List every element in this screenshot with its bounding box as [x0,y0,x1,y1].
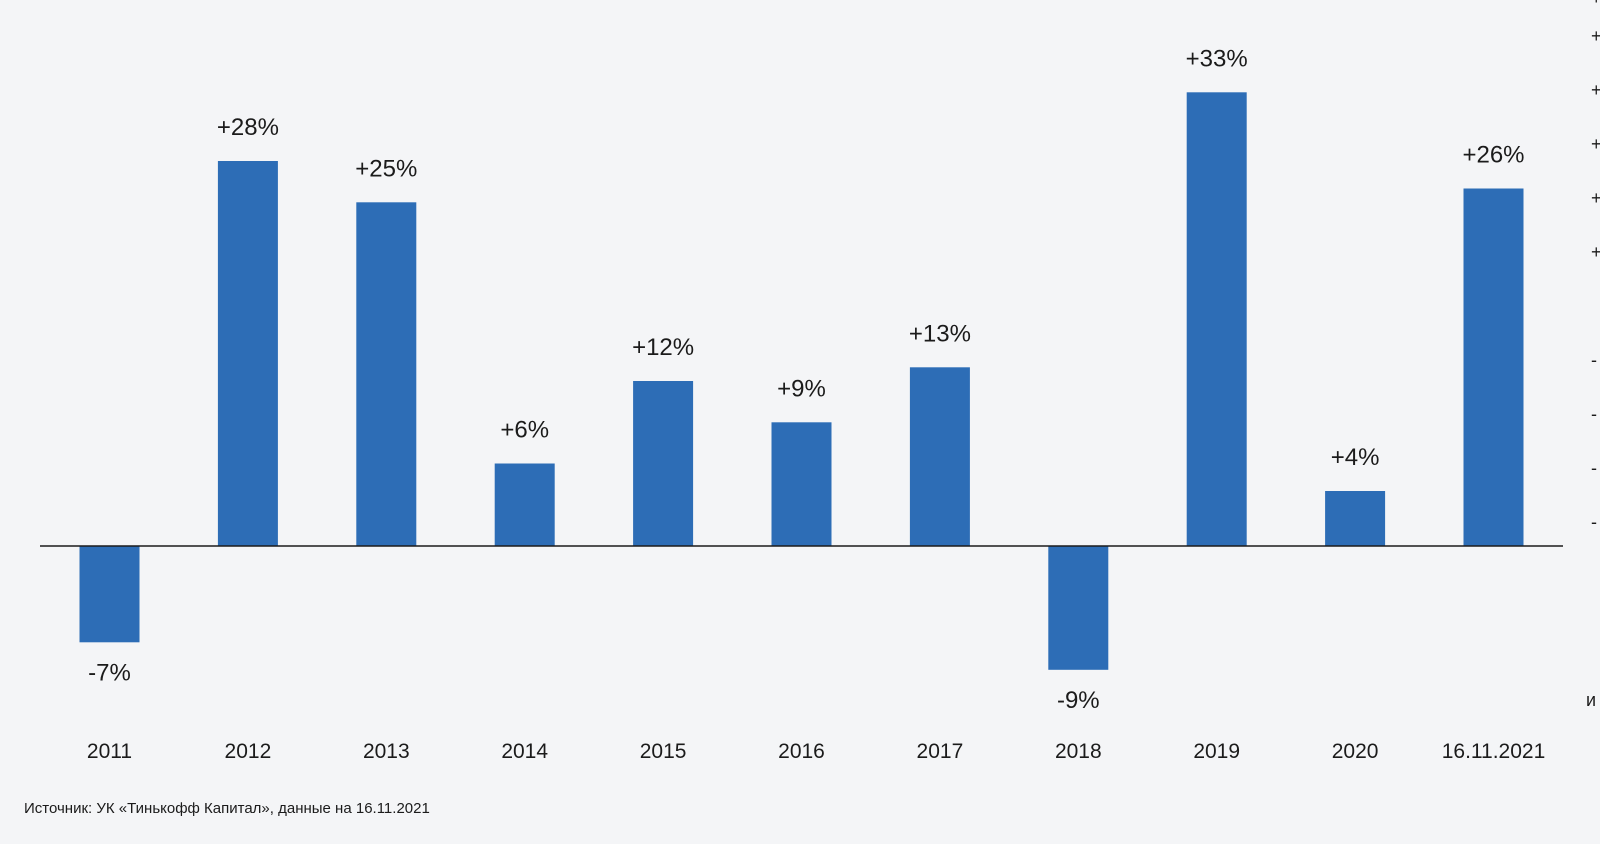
x-tick-label: 16.11.2021 [1442,740,1546,763]
value-labels-layer: -7% +28% +25% +6% +12% +9% +13% -9% +33% +4% +26% [88,45,1524,714]
value-label-2020: +4% [1331,444,1380,471]
source-note: Источник: УК «Тинькофф Капитал», данные … [24,800,430,817]
x-tick-label: 2017 [917,740,964,763]
bar-2017 [909,367,970,547]
x-tick-label: 2018 [1055,740,1102,763]
value-label-2017: +13% [909,320,971,347]
bar-2011 [79,546,140,643]
edge-mark: - [1591,404,1597,424]
bar-2016 [771,422,832,547]
edge-mark: и [1586,690,1596,710]
value-label-2014: +6% [500,417,549,444]
x-tick-label: 2016 [778,740,825,763]
bar-2018 [1048,546,1109,670]
edge-mark: + [1591,80,1600,100]
value-label-16.11.2021: +26% [1462,142,1524,169]
edge-mark: - [1591,350,1597,370]
bar-2019 [1186,92,1247,547]
value-label-2012: +28% [217,114,279,141]
cropped-edge-marks: + + + + + + - - - - и [1586,0,1600,710]
x-tick-label: 2012 [225,740,272,763]
bar-2012 [217,161,278,546]
edge-mark: + [1591,0,1600,8]
value-label-2015: +12% [632,334,694,361]
bar-2014 [494,463,555,546]
edge-mark: - [1591,458,1597,478]
edge-mark: - [1591,512,1597,532]
edge-mark: + [1591,242,1600,262]
value-label-2013: +25% [355,155,417,182]
bars-layer [79,92,1524,670]
x-tick-label: 2014 [501,740,548,763]
bar-16.11.2021 [1463,188,1524,546]
x-tick-label: 2019 [1193,740,1240,763]
edge-mark: + [1591,26,1600,46]
bar-2020 [1325,491,1386,546]
x-tick-label: 2020 [1332,740,1379,763]
value-label-2018: -9% [1057,687,1100,714]
bar-2013 [356,202,417,547]
bar-2015 [633,381,694,546]
x-tick-label: 2013 [363,740,410,763]
value-label-2016: +9% [777,375,826,402]
x-tick-label: 2015 [640,740,687,763]
value-label-2011: -7% [88,659,131,686]
edge-mark: + [1591,188,1600,208]
value-label-2019: +33% [1186,45,1248,72]
x-tick-labels-layer: 2011 2012 2013 2014 2015 2016 2017 2018 2019 2020… [87,740,1545,763]
edge-mark: + [1591,134,1600,154]
x-tick-label: 2011 [87,740,132,763]
